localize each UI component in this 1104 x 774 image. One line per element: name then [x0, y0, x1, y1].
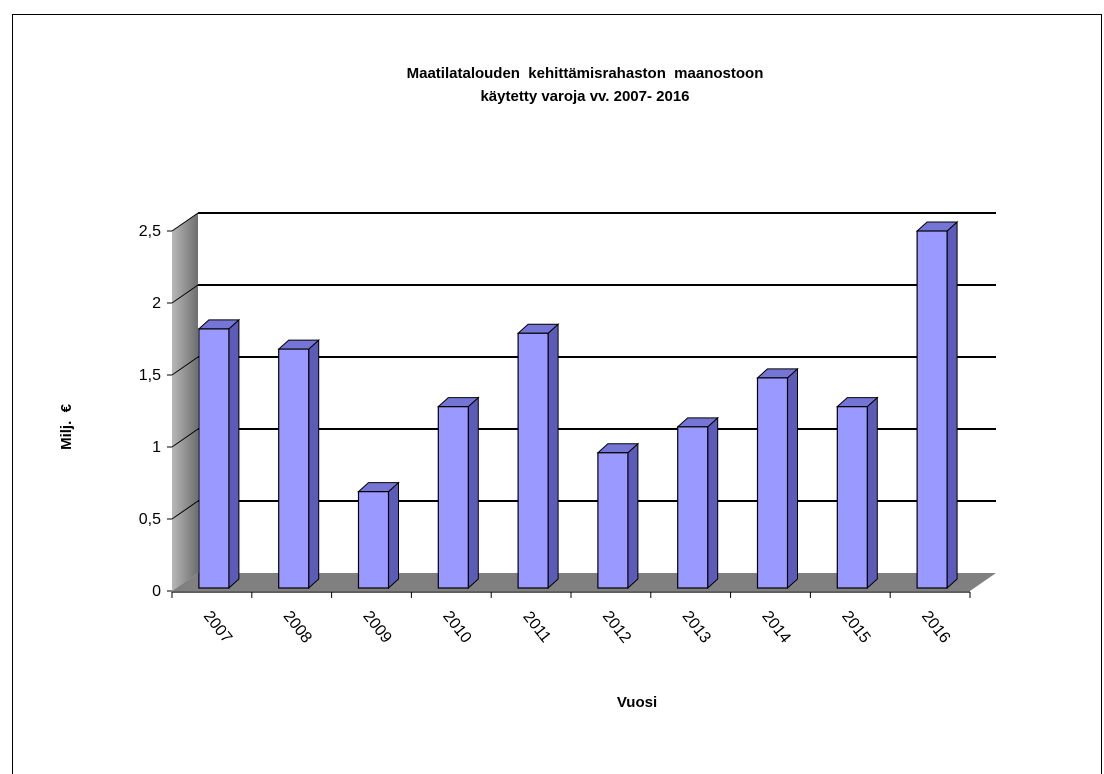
bar-side — [228, 318, 240, 590]
y-tick-label: 1 — [152, 439, 161, 456]
bar-side — [388, 481, 399, 590]
x-tick-label: 2013 — [679, 608, 714, 647]
bar — [197, 318, 241, 590]
x-tick-label: 2014 — [758, 608, 793, 647]
x-tick-label: 2011 — [519, 608, 554, 646]
x-tick-label: 2008 — [280, 608, 315, 647]
bar — [516, 323, 560, 590]
bar-side — [467, 396, 479, 590]
x-axis-label: Vuosi — [617, 694, 657, 711]
bar-side — [866, 396, 878, 590]
bar-front — [517, 332, 549, 589]
x-tick-label: 2009 — [359, 608, 394, 647]
bar — [676, 416, 720, 590]
x-tick-label: 2007 — [200, 608, 235, 647]
bar-chart: 0 0,5 1 1,5 2 2,5 2007 2008 2009 2010 2011 2012 2013… — [58, 65, 996, 711]
y-tick-label: 2,5 — [139, 223, 161, 240]
bar-front — [437, 406, 469, 589]
bar-front — [198, 328, 230, 589]
bar — [357, 481, 400, 590]
gridline-depth — [171, 356, 199, 376]
x-tick-label: 2012 — [599, 608, 634, 647]
bar-side — [627, 442, 639, 590]
y-tick-label: 1,5 — [139, 367, 161, 384]
bar — [596, 442, 640, 590]
y-tick-label: 2 — [152, 295, 161, 312]
bar — [915, 220, 959, 590]
gridline-depth — [171, 284, 199, 304]
chart-subtitle: käytetty varoja vv. 2007- 2016 — [480, 88, 689, 105]
bar-side — [547, 323, 559, 590]
bar-side — [946, 220, 958, 590]
x-tick-label: 2015 — [838, 608, 873, 647]
bar — [835, 396, 879, 590]
bar-front — [756, 377, 789, 589]
bar-front — [677, 426, 709, 589]
bar-side — [787, 367, 798, 590]
bar-front — [836, 406, 868, 589]
bar — [436, 396, 480, 590]
bar — [277, 338, 321, 590]
bar — [756, 367, 799, 590]
bar-front — [916, 230, 948, 589]
bar-series — [197, 220, 959, 590]
bar-side — [707, 416, 719, 590]
gridline-depth — [171, 428, 199, 448]
bar-front — [597, 452, 629, 589]
bar-front — [278, 348, 310, 589]
chart-frame — [12, 14, 1102, 774]
x-tick-label: 2010 — [439, 608, 474, 647]
gridline-depth — [171, 212, 199, 232]
bar-side — [308, 338, 320, 590]
bar-front — [357, 491, 390, 589]
y-tick-label: 0 — [152, 583, 161, 600]
side-wall — [172, 213, 198, 591]
y-axis-label: Milj. € — [58, 403, 75, 450]
gridline-depth — [171, 500, 199, 520]
y-tick-label: 0,5 — [139, 511, 161, 528]
x-tick-label: 2016 — [918, 608, 953, 647]
chart-title: Maatilatalouden kehittämisrahaston maano… — [407, 65, 764, 82]
